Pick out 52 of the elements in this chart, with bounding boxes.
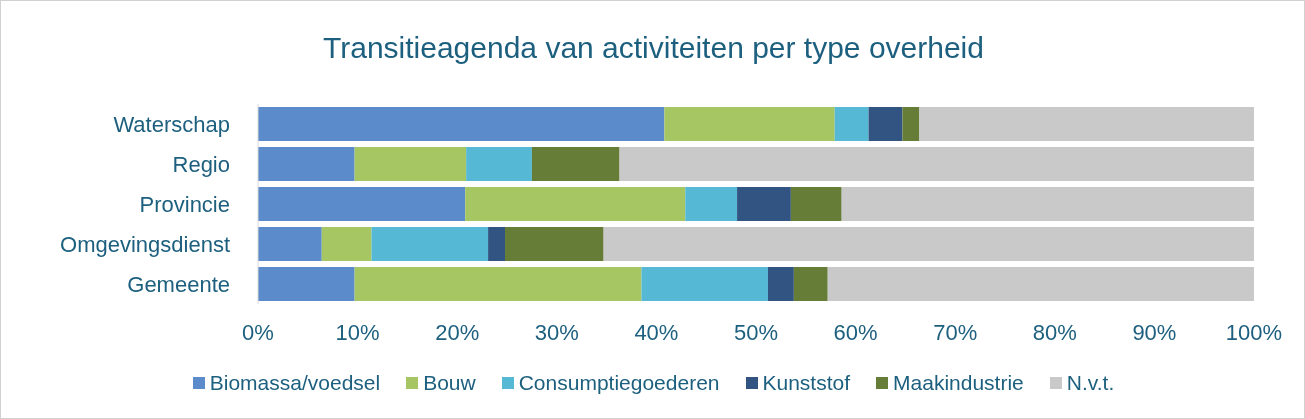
- bar: [868, 107, 903, 141]
- legend-label: Maakindustrie: [893, 371, 1024, 395]
- bar: [827, 267, 1254, 301]
- bar: [354, 267, 642, 301]
- bar: [737, 187, 791, 221]
- x-tick-label: 70%: [933, 319, 978, 345]
- bar: [371, 227, 489, 261]
- bar: [919, 107, 1254, 141]
- bar: [258, 267, 355, 301]
- bar: [767, 267, 794, 301]
- y-tick-label: Omgevingsdienst: [60, 231, 230, 257]
- bar: [531, 147, 620, 181]
- bar: [258, 227, 322, 261]
- legend-label: Kunststof: [762, 371, 851, 395]
- legend-label: Consumptiegoederen: [518, 371, 720, 395]
- bar: [465, 187, 686, 221]
- bar: [258, 107, 665, 141]
- x-tick-label: 30%: [534, 319, 579, 345]
- bar: [841, 187, 1254, 221]
- bar: [902, 107, 920, 141]
- bar: [685, 187, 738, 221]
- legend-label: Biomassa/voedsel: [209, 371, 381, 395]
- x-tick-label: 10%: [335, 319, 380, 345]
- y-tick-label: Regio: [172, 151, 230, 177]
- bar: [664, 107, 835, 141]
- x-tick-label: 40%: [634, 319, 679, 345]
- legend-label: Bouw: [423, 371, 476, 395]
- legend-label: N.v.t.: [1066, 371, 1115, 395]
- y-tick-label: Waterschap: [113, 111, 230, 137]
- y-tick-label: Gemeente: [127, 271, 230, 297]
- chart-title: Transitieagenda van activiteiten per type overheid: [322, 31, 985, 65]
- bar: [258, 187, 466, 221]
- x-tick-label: 20%: [435, 319, 480, 345]
- bar: [619, 147, 1254, 181]
- x-tick-label: 90%: [1132, 319, 1177, 345]
- x-tick-label: 80%: [1032, 319, 1077, 345]
- bar: [790, 187, 842, 221]
- bar: [505, 227, 604, 261]
- bar: [603, 227, 1254, 261]
- bar: [466, 147, 532, 181]
- bar: [488, 227, 506, 261]
- x-tick-label: 100%: [1225, 319, 1283, 345]
- y-tick-label: Provincie: [139, 191, 230, 217]
- bar: [258, 147, 355, 181]
- x-tick-label: 60%: [833, 319, 878, 345]
- bar: [793, 267, 828, 301]
- bar: [321, 227, 372, 261]
- bar: [834, 107, 869, 141]
- x-tick-label: 50%: [733, 319, 779, 345]
- bar: [354, 147, 467, 181]
- x-tick-label: 0%: [242, 319, 274, 345]
- bar: [641, 267, 768, 301]
